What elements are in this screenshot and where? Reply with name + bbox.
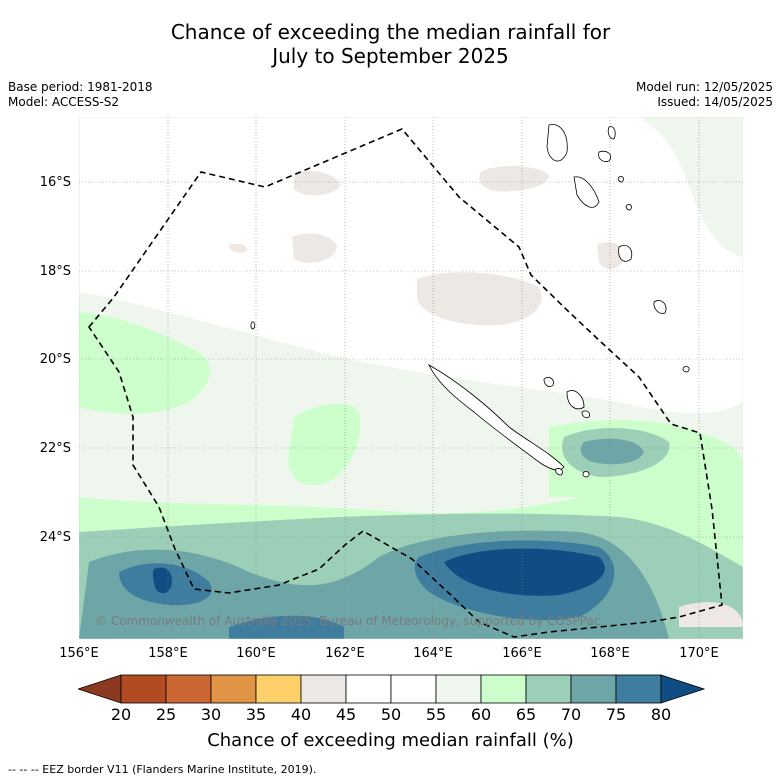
shade-45-patch-7 — [679, 602, 743, 627]
lon-label-166e: 166°E — [502, 646, 542, 661]
colorbar-tick-20: 20 — [110, 705, 132, 724]
colorbar-tick-65: 65 — [515, 705, 537, 724]
loyalty-islands-2 — [543, 377, 554, 387]
colorbar-segment-5 — [300, 674, 347, 704]
colorbar-segment-11 — [570, 674, 617, 704]
chart-title: Chance of exceeding the median rainfall … — [0, 20, 781, 68]
coastlines — [250, 124, 690, 478]
model-run: Model run: 12/05/2025 — [635, 80, 773, 94]
shade-80-core-sw — [152, 567, 172, 594]
vanuatu-malekula — [573, 176, 600, 208]
colorbar-tick-40: 40 — [290, 705, 312, 724]
colorbar-tick-35: 35 — [245, 705, 267, 724]
colorbar-tick-75: 75 — [605, 705, 627, 724]
rainfall-map — [79, 117, 743, 639]
meta-right: Model run: 12/05/2025 Issued: 14/05/2025 — [636, 80, 773, 110]
shade-65-center — [288, 403, 361, 486]
shade-45-patch-1 — [417, 272, 542, 326]
vanuatu-small-2 — [607, 126, 616, 140]
colorbar-segment-7 — [390, 674, 437, 704]
lon-label-168e: 168°E — [590, 646, 630, 661]
shade-45-patch-5 — [597, 242, 624, 269]
lat-label-18s: 18°S — [39, 264, 71, 279]
base-period: Base period: 1981-2018 — [8, 80, 153, 94]
title-line-2: July to September 2025 — [272, 44, 509, 68]
lon-label-158e: 158°E — [148, 646, 188, 661]
vanuatu-tanna — [682, 366, 690, 373]
colorbar-segment-12 — [615, 674, 662, 704]
colorbar-segment-3 — [210, 674, 257, 704]
vanuatu-small-5 — [625, 204, 632, 211]
copyright-notice: © Commonwealth of Australia 2025, Bureau… — [95, 614, 601, 628]
shade-45-patch-3 — [292, 233, 337, 263]
chesterfield-isle — [250, 321, 256, 330]
colorbar-segment-8 — [435, 674, 482, 704]
shade-65-west — [79, 312, 210, 414]
lon-label-164e: 164°E — [413, 646, 453, 661]
shade-45-patch-6 — [229, 243, 248, 253]
colorbar-segment-2 — [165, 674, 212, 704]
vanuatu-small-3 — [653, 300, 667, 314]
colorbar-tick-70: 70 — [560, 705, 582, 724]
colorbar-segment-6 — [345, 674, 392, 704]
lat-label-22s: 22°S — [39, 441, 71, 456]
vanuatu-small-4 — [617, 176, 624, 183]
colorbar-segment-1 — [120, 674, 167, 704]
lon-label-162e: 162°E — [325, 646, 365, 661]
lon-label-170e: 170°E — [679, 646, 719, 661]
colorbar-arrow-high — [660, 674, 705, 704]
shade-60-top-right — [639, 117, 743, 257]
colorbar — [78, 674, 705, 704]
vanuatu-efate — [618, 244, 633, 262]
colorbar-arrow-low — [78, 674, 122, 704]
lon-label-156e: 156°E — [59, 646, 99, 661]
shade-80-bottom — [229, 615, 344, 639]
meta-left: Base period: 1981-2018 Model: ACCESS-S2 — [8, 80, 153, 110]
footer-note: -- -- -- EEZ border V11 (Flanders Marine… — [8, 763, 317, 776]
vanuatu-espiritu-santo — [546, 124, 568, 162]
lat-label-24s: 24°S — [39, 530, 71, 545]
colorbar-segments — [78, 674, 705, 704]
colorbar-segment-9 — [480, 674, 527, 704]
shade-45-patch-2 — [479, 165, 549, 192]
colorbar-tick-60: 60 — [470, 705, 492, 724]
colorbar-tick-25: 25 — [155, 705, 177, 724]
issued-date: Issued: 14/05/2025 — [657, 95, 773, 109]
colorbar-tick-50: 50 — [380, 705, 402, 724]
lat-label-20s: 20°S — [39, 352, 71, 367]
eez-border — [88, 128, 723, 638]
shade-80-core — [444, 548, 605, 596]
colorbar-tick-80: 80 — [650, 705, 672, 724]
colorbar-tick-30: 30 — [200, 705, 222, 724]
shade-45-patch-4 — [294, 171, 341, 196]
title-line-1: Chance of exceeding the median rainfall … — [170, 20, 611, 44]
colorbar-tick-45: 45 — [335, 705, 357, 724]
map-gridlines — [79, 117, 743, 639]
lon-label-160e: 160°E — [236, 646, 276, 661]
matthew-island — [582, 471, 590, 478]
colorbar-segment-4 — [255, 674, 302, 704]
vanuatu-small-1 — [598, 150, 612, 162]
loyalty-islands-1 — [566, 390, 585, 410]
shade-75-east — [580, 438, 644, 465]
model-name: Model: ACCESS-S2 — [8, 95, 120, 109]
lat-label-16s: 16°S — [39, 175, 71, 190]
new-caledonia-island — [428, 364, 565, 471]
loyalty-islands-3 — [581, 410, 590, 419]
colorbar-tick-55: 55 — [425, 705, 447, 724]
colorbar-segment-10 — [525, 674, 572, 704]
colorbar-label: Chance of exceeding median rainfall (%) — [207, 730, 574, 751]
isle-of-pines — [555, 468, 564, 476]
